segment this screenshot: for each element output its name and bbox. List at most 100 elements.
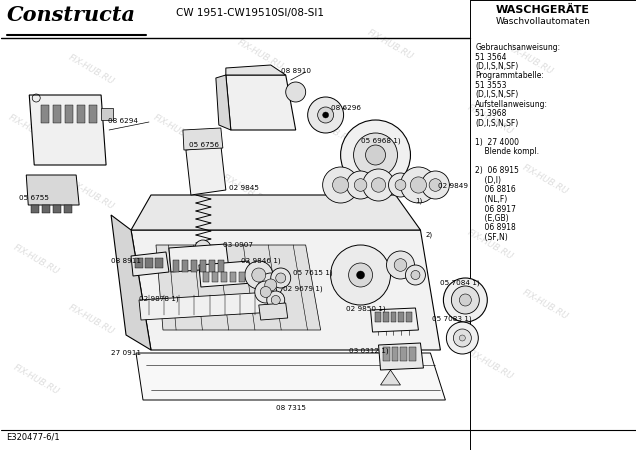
Bar bbox=[382, 312, 389, 322]
Text: 03 0907: 03 0907 bbox=[223, 242, 253, 248]
Circle shape bbox=[271, 268, 291, 288]
Polygon shape bbox=[139, 292, 275, 320]
Text: 51 3553: 51 3553 bbox=[475, 81, 507, 90]
Text: FIX-HUB.RU: FIX-HUB.RU bbox=[221, 173, 270, 207]
Text: FIX-HUB.RU: FIX-HUB.RU bbox=[221, 298, 270, 332]
Bar bbox=[209, 260, 215, 272]
Polygon shape bbox=[131, 230, 440, 350]
Circle shape bbox=[443, 278, 487, 322]
Circle shape bbox=[394, 259, 407, 271]
Text: FIX-HUB.RU: FIX-HUB.RU bbox=[371, 168, 420, 202]
Text: FIX-HUB.RU: FIX-HUB.RU bbox=[151, 113, 200, 147]
Circle shape bbox=[322, 167, 359, 203]
Circle shape bbox=[317, 107, 334, 123]
Text: 06 8918: 06 8918 bbox=[475, 224, 516, 233]
Polygon shape bbox=[136, 353, 445, 400]
Bar bbox=[53, 105, 61, 123]
Circle shape bbox=[255, 281, 277, 303]
Circle shape bbox=[422, 171, 450, 199]
Text: Waschvollautomaten: Waschvollautomaten bbox=[495, 17, 590, 26]
Bar bbox=[203, 272, 209, 282]
Bar bbox=[410, 347, 417, 361]
Text: 05 7615 1): 05 7615 1) bbox=[293, 270, 333, 276]
Text: FIX-HUB.RU: FIX-HUB.RU bbox=[11, 243, 61, 277]
Text: (SF,N): (SF,N) bbox=[475, 233, 508, 242]
Circle shape bbox=[452, 286, 480, 314]
Polygon shape bbox=[216, 75, 231, 130]
Text: Blende kompl.: Blende kompl. bbox=[475, 148, 539, 157]
Circle shape bbox=[266, 291, 285, 309]
Text: FIX-HUB.RU: FIX-HUB.RU bbox=[236, 38, 286, 72]
Polygon shape bbox=[380, 370, 401, 385]
Bar bbox=[238, 272, 245, 282]
Polygon shape bbox=[111, 215, 151, 350]
Bar bbox=[182, 260, 188, 272]
Text: 51 3564: 51 3564 bbox=[475, 53, 507, 62]
Text: 02 9849: 02 9849 bbox=[438, 183, 468, 189]
Bar bbox=[135, 258, 143, 268]
Polygon shape bbox=[226, 65, 286, 75]
Bar bbox=[191, 260, 197, 272]
Bar bbox=[145, 258, 153, 268]
Text: FIX-HUB.RU: FIX-HUB.RU bbox=[466, 228, 515, 262]
Text: FIX-HUB.RU: FIX-HUB.RU bbox=[521, 288, 570, 322]
Circle shape bbox=[322, 112, 329, 118]
Polygon shape bbox=[131, 252, 169, 276]
Polygon shape bbox=[169, 244, 229, 272]
Circle shape bbox=[308, 97, 343, 133]
Circle shape bbox=[387, 251, 415, 279]
Text: (D,I,S,N,SF): (D,I,S,N,SF) bbox=[475, 90, 518, 99]
Polygon shape bbox=[101, 108, 113, 120]
Polygon shape bbox=[199, 261, 252, 287]
Bar bbox=[173, 260, 179, 272]
Text: FIX-HUB.RU: FIX-HUB.RU bbox=[11, 363, 61, 397]
Bar bbox=[391, 312, 396, 322]
Text: Programmtabelle:: Programmtabelle: bbox=[475, 72, 544, 81]
Text: FIX-HUB.RU: FIX-HUB.RU bbox=[366, 28, 415, 62]
Text: 02 9850 1): 02 9850 1) bbox=[345, 305, 385, 311]
Circle shape bbox=[341, 120, 410, 190]
Text: 05 6968 1): 05 6968 1) bbox=[361, 138, 400, 144]
Text: FIX-HUB.RU: FIX-HUB.RU bbox=[67, 178, 116, 212]
Circle shape bbox=[349, 263, 373, 287]
Text: 08 8911: 08 8911 bbox=[111, 258, 141, 264]
Circle shape bbox=[357, 271, 364, 279]
Text: 05 6756: 05 6756 bbox=[189, 142, 219, 148]
Text: 05 6755: 05 6755 bbox=[19, 195, 49, 201]
Text: 08 7315: 08 7315 bbox=[276, 405, 306, 411]
Circle shape bbox=[411, 270, 420, 279]
Text: (NL,F): (NL,F) bbox=[475, 195, 508, 204]
Text: Aufstellanweisung:: Aufstellanweisung: bbox=[475, 100, 548, 109]
Polygon shape bbox=[29, 95, 106, 165]
Bar bbox=[65, 105, 73, 123]
Circle shape bbox=[363, 169, 394, 201]
Text: Constructa: Constructa bbox=[7, 5, 136, 25]
Bar bbox=[406, 312, 413, 322]
Text: FIX-HUB.RU: FIX-HUB.RU bbox=[67, 303, 116, 337]
Bar bbox=[375, 312, 380, 322]
Bar bbox=[399, 312, 404, 322]
Circle shape bbox=[406, 265, 425, 285]
Text: 02 9845: 02 9845 bbox=[229, 185, 259, 191]
Circle shape bbox=[260, 287, 271, 297]
Text: 1)  27 4000: 1) 27 4000 bbox=[475, 138, 520, 147]
Circle shape bbox=[371, 178, 385, 192]
Bar bbox=[77, 105, 85, 123]
Text: FIX-HUB.RU: FIX-HUB.RU bbox=[506, 43, 555, 77]
Circle shape bbox=[459, 294, 471, 306]
Circle shape bbox=[245, 261, 273, 289]
Circle shape bbox=[446, 322, 478, 354]
Text: (D,I,S,N,SF): (D,I,S,N,SF) bbox=[475, 62, 518, 71]
Circle shape bbox=[271, 296, 280, 305]
Bar bbox=[155, 258, 163, 268]
Text: 27 0911: 27 0911 bbox=[111, 350, 141, 356]
Text: (D,I): (D,I) bbox=[475, 176, 501, 185]
Text: Gebrauchsanweisung:: Gebrauchsanweisung: bbox=[475, 43, 560, 52]
Text: 06 8816: 06 8816 bbox=[475, 185, 516, 194]
Polygon shape bbox=[26, 175, 79, 205]
Text: FIX-HUB.RU: FIX-HUB.RU bbox=[521, 163, 570, 197]
Bar bbox=[64, 205, 72, 213]
Text: FIX-HUB.RU: FIX-HUB.RU bbox=[466, 103, 515, 137]
Circle shape bbox=[331, 245, 391, 305]
Circle shape bbox=[252, 268, 266, 282]
